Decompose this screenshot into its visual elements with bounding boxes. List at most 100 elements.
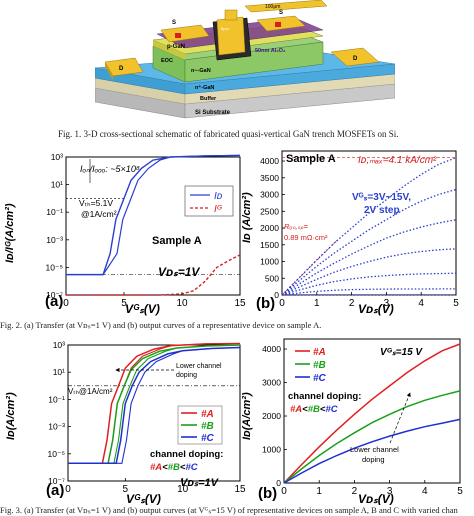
fig2a-sample: Sample A bbox=[152, 235, 202, 247]
fig2b-xtick-label: 0 bbox=[279, 298, 285, 309]
fig2a-xtick-label: 10 bbox=[176, 298, 188, 309]
fig3a-lower2: doping bbox=[176, 372, 197, 379]
fig3a-lower1: Lower channel bbox=[176, 363, 222, 370]
fig3b-lower2: doping bbox=[362, 455, 385, 464]
fig2a-ytick-label: 10⁻⁵ bbox=[46, 262, 63, 272]
fig3a-ytick-label: 10³ bbox=[53, 340, 65, 350]
fig2b-xlabel: Vᴅₛ(V) bbox=[358, 302, 394, 316]
fig2a-onoff: Iₒₙ/Iₒₒₒ: ~5×10⁸ bbox=[80, 164, 140, 174]
fig3a-vds: Vᴅₛ=1V bbox=[180, 477, 220, 489]
fig2b-ytick-label: 2000 bbox=[260, 223, 279, 233]
fig3a-ytick-label: 10¹ bbox=[53, 367, 65, 377]
device-schematic: S S G D D p-GaN EOC n−-GaN 50nm Al₂O₃ n⁺… bbox=[95, 0, 395, 128]
fig3a-xlabel: Vᴳₛ(V) bbox=[126, 492, 161, 505]
fig2b-ytick-label: 1500 bbox=[260, 240, 279, 250]
fig2a-vth: Vₜₕ=5.1V bbox=[79, 198, 113, 208]
fig2b-ron2: 0.89 mΩ·cm² bbox=[284, 233, 328, 242]
fig3b-xtick-label: 1 bbox=[316, 486, 322, 497]
fig3b-vgs: Vᴳₛ=15 V bbox=[380, 347, 423, 358]
fig3a-order-c: #C bbox=[185, 462, 197, 473]
fig3b-order: #A<#B<#C bbox=[290, 404, 338, 415]
fig2b-vgs1: Vᴳₛ=3V~15V, bbox=[352, 192, 411, 203]
fig3b-ytick-label: 4000 bbox=[262, 344, 281, 354]
fig2b-vgs2: 2V step bbox=[364, 205, 400, 216]
fig2a-ytick-label: 10⁻³ bbox=[46, 235, 63, 245]
fig2b-ytick-label: 3000 bbox=[260, 190, 279, 200]
fig3b-order-b: #B bbox=[308, 404, 320, 415]
fig3a-ytick-label: 10⁻¹ bbox=[48, 394, 65, 404]
label-nplus: n⁺-GaN bbox=[195, 84, 214, 91]
fig2b-sample: Sample A bbox=[286, 153, 336, 165]
fig2b-ytick-label: 1000 bbox=[260, 257, 279, 267]
fig2b-series-0 bbox=[282, 158, 456, 295]
fig2b-series-5 bbox=[282, 289, 456, 295]
fig2b-frame bbox=[282, 151, 456, 295]
fig2a-xtick-label: 0 bbox=[63, 298, 69, 309]
fig3b-ylabel: Iᴅ(A/cm²) bbox=[241, 392, 253, 440]
fig3b-ytick-label: 1000 bbox=[262, 445, 281, 455]
fig2b-ytick-label: 3500 bbox=[260, 173, 279, 183]
label-width-top: 100μm bbox=[265, 4, 280, 10]
fig3b-order-a: #A bbox=[290, 404, 302, 415]
fig2a-panel: (a) bbox=[45, 293, 63, 310]
fig2b-ytick-label: 2500 bbox=[260, 206, 279, 216]
label-s-left: S bbox=[172, 20, 176, 26]
fig2a-ytick-label: 10³ bbox=[51, 152, 63, 162]
label-buffer: Buffer bbox=[200, 96, 217, 102]
label-d-right: D bbox=[353, 56, 358, 62]
fig3a-leg-c: #C bbox=[201, 433, 215, 444]
fig2a-ytick-label: 10⁻¹ bbox=[46, 207, 63, 217]
fig3a-ytick-label: 10⁻³ bbox=[48, 422, 65, 432]
fig3b-ytick-label: 2000 bbox=[262, 411, 281, 421]
fig2a-xlabel: Vᴳₛ(V) bbox=[125, 302, 160, 316]
fig3b-order-c: #C bbox=[325, 404, 337, 415]
fig3b-leg-a: #A bbox=[313, 347, 326, 358]
fig2b-series-3 bbox=[282, 249, 456, 295]
label-npgan: n−-GaN bbox=[191, 68, 211, 74]
fig3a-leg-a: #A bbox=[201, 409, 214, 420]
fig3-caption: Fig. 3. (a) Transfer (at Vᴅₛ=1 V) and (b… bbox=[0, 505, 458, 516]
fig2b-xtick-label: 5 bbox=[453, 298, 459, 309]
fig2b-xtick-label: 2 bbox=[349, 298, 355, 309]
fig3a-vth: Vₜₕ@1A/cm² bbox=[68, 387, 113, 396]
fig2-caption: Fig. 2. (a) Transfer (at Vᴅₛ=1 V) and (b… bbox=[0, 320, 321, 331]
fig3a-ylabel: Iᴅ(A/cm²) bbox=[5, 392, 17, 440]
label-al2o3: 50nm Al₂O₃ bbox=[255, 48, 286, 54]
fig1-caption: Fig. 1. 3-D cross-sectional schematic of… bbox=[58, 129, 399, 139]
label-pgan: p-GaN bbox=[167, 44, 185, 50]
label-width-g: 8μm bbox=[221, 26, 230, 31]
fig3b-doping: channel doping: bbox=[288, 391, 361, 402]
fig3a-leg-b: #B bbox=[201, 421, 214, 432]
fig2b-ytick-label: 500 bbox=[265, 273, 279, 283]
fig3b-xtick-label: 4 bbox=[422, 486, 428, 497]
fig2b-xtick-label: 4 bbox=[418, 298, 424, 309]
fig3b-panel: (b) bbox=[258, 485, 277, 502]
fig2b-panel: (b) bbox=[256, 295, 275, 312]
fig2b-ylabel: Iᴅ (A/cm²) bbox=[241, 192, 253, 243]
fig2b-idmax: Iᴅ,ₘₐₓ=4.1 kA/cm² bbox=[358, 155, 437, 166]
fig2a-ytick-label: 10¹ bbox=[51, 180, 63, 190]
fig3a-ytick-label: 10⁻⁵ bbox=[48, 449, 65, 459]
fig3a-panel: (a) bbox=[46, 482, 64, 499]
fig3a-order: #A<#B<#C bbox=[150, 462, 198, 473]
fig2a-legend-ig: Iᴳ bbox=[214, 204, 223, 215]
fig2a-vth2: @1A/cm² bbox=[81, 209, 117, 219]
fig3b-leg-b: #B bbox=[313, 360, 326, 371]
fig3b-ytick-label: 3000 bbox=[262, 378, 281, 388]
fig2a-legend-id: Iᴅ bbox=[214, 191, 223, 202]
fig3a-series-A bbox=[68, 344, 240, 464]
fig3a-order-a: #A bbox=[150, 462, 162, 473]
label-g: G bbox=[227, 5, 232, 11]
fig3b-xtick-label: 0 bbox=[281, 486, 287, 497]
label-d-left: D bbox=[119, 66, 124, 72]
fig2a-ylabel: Iᴅ/Iᴳ(A/cm²) bbox=[4, 203, 16, 263]
fig3a-series-A-reverse bbox=[68, 344, 240, 464]
fig3a-xtick-label: 0 bbox=[65, 484, 71, 495]
fig2b-series-4 bbox=[282, 273, 456, 295]
fig3b-lower1: Lower channel bbox=[350, 445, 399, 454]
label-eoc: EOC bbox=[161, 58, 173, 64]
